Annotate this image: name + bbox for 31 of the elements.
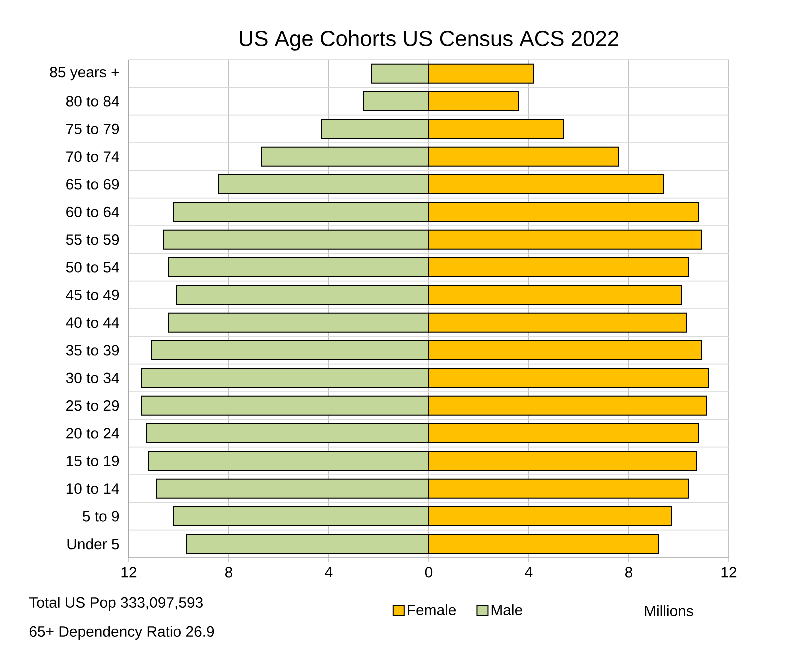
- y-tick-label: 5 to 9: [83, 511, 120, 522]
- y-tick-label: 60 to 64: [66, 206, 120, 218]
- x-tick-label: 4: [525, 567, 533, 578]
- legend-label: Female: [408, 604, 456, 616]
- chart-title: US Age Cohorts US Census ACS 2022: [240, 30, 619, 51]
- y-tick-label: Under 5: [68, 538, 120, 550]
- y-tick-label: 40 to 44: [66, 318, 120, 328]
- y-tick-label: 15 to 19: [66, 456, 120, 466]
- y-tick-label: 80 to 84: [66, 96, 120, 107]
- y-tick-label: 45 to 49: [66, 290, 120, 300]
- x-tick-label: 8: [226, 567, 232, 578]
- y-tick-label: 65 to 69: [66, 179, 120, 190]
- y-tick-label: 85 years +: [50, 67, 120, 81]
- y-tick-label: 10 to 14: [66, 484, 120, 494]
- y-tick-label: 25 to 29: [66, 400, 120, 412]
- text: Total US Pop 333,097,593: [30, 597, 203, 611]
- y-tick-label: 35 to 39: [66, 345, 120, 356]
- x-tick-label: 12: [722, 567, 737, 578]
- x-tick-label: 12: [122, 567, 137, 578]
- x-tick-label: 8: [626, 567, 633, 578]
- y-tick-label: 55 to 59: [66, 234, 120, 246]
- y-tick-label: 70 to 74: [66, 152, 120, 162]
- y-tick-label: 75 to 79: [66, 124, 120, 134]
- y-tick-label: 30 to 34: [66, 372, 120, 384]
- x-tick-label: 0: [425, 567, 433, 578]
- x-tick-label: 4: [325, 567, 333, 578]
- y-tick-label: 20 to 24: [66, 428, 120, 439]
- legend-label: Male: [492, 604, 522, 616]
- text: 65+ Dependency Ratio 26.9: [30, 626, 214, 640]
- x-axis-title: Millions: [645, 606, 694, 616]
- y-tick-label: 50 to 54: [66, 262, 120, 273]
